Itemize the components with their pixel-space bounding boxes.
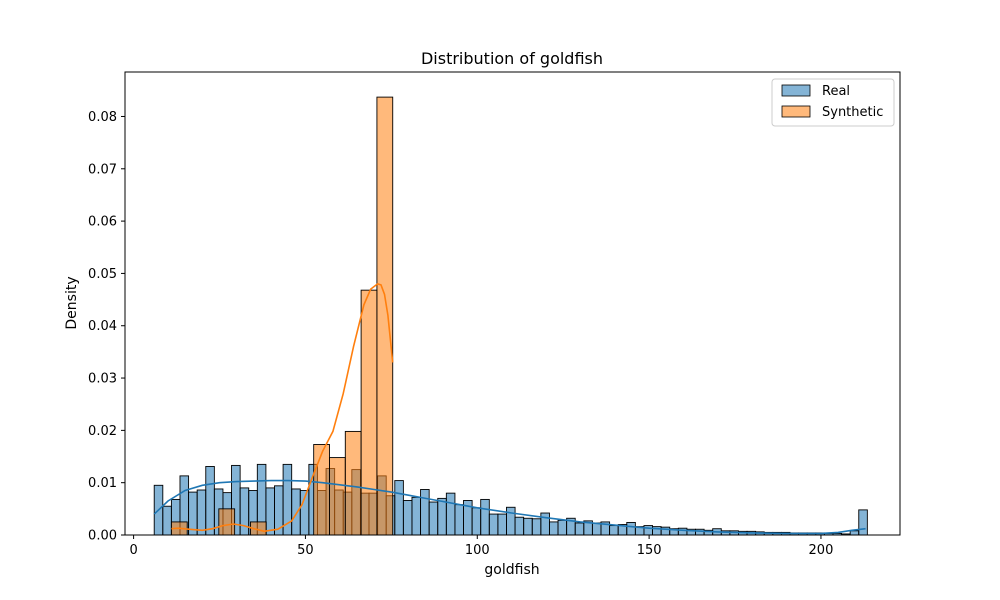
histogram-bar-real: [540, 512, 550, 536]
histogram-bar-real: [437, 497, 447, 536]
histogram-bar-real: [591, 522, 602, 536]
legend-swatch-real: [781, 84, 811, 97]
histogram-bar-real: [454, 504, 464, 536]
y-tick-label: 0.08: [88, 110, 117, 125]
histogram-bar-synthetic: [329, 457, 346, 536]
histogram-bar-real: [394, 480, 404, 536]
histogram-bar-real: [445, 492, 456, 536]
chart-title: Distribution of goldfish: [421, 49, 603, 68]
x-tick-label: 150: [637, 543, 662, 558]
x-axis-ticks: 0 50 100 150 200: [129, 535, 833, 558]
legend: Real Synthetic: [771, 78, 895, 127]
y-tick-label: 0.07: [88, 162, 117, 177]
histogram-bar-real: [471, 507, 482, 536]
histogram-bar-real: [695, 528, 705, 536]
histogram-bar-real: [858, 509, 868, 536]
histogram-bar-real: [506, 506, 516, 536]
series-synthetic: [170, 96, 394, 536]
histogram-bar-real: [557, 519, 568, 536]
histogram-bar-real: [428, 501, 439, 536]
x-tick-label: 50: [297, 543, 314, 558]
legend-label-real: Real: [822, 84, 850, 99]
histogram-bar-real: [162, 505, 172, 536]
histogram-bar-synthetic: [218, 508, 236, 536]
histogram-bar-real: [239, 487, 250, 536]
histogram-bar-real: [514, 516, 525, 536]
histogram-bar-real: [497, 513, 507, 536]
histogram-bar-real: [411, 496, 422, 536]
histogram-bar-real: [677, 527, 688, 536]
legend-swatch-synthetic: [781, 105, 811, 118]
x-tick-label: 200: [809, 543, 834, 558]
y-tick-label: 0.04: [88, 319, 117, 334]
histogram-bar-synthetic: [376, 96, 394, 536]
histogram-bar-real: [420, 489, 430, 536]
histogram-bar-real: [609, 525, 619, 536]
histogram-bar-real: [402, 500, 413, 536]
kde-line-real: [153, 479, 866, 535]
histogram-bar-real: [531, 518, 542, 536]
plot-frame: [124, 71, 901, 536]
histogram-bar-real: [523, 517, 533, 536]
histogram-bar-real: [291, 488, 301, 536]
legend-label-synthetic: Synthetic: [822, 105, 883, 120]
histogram-bar-synthetic: [360, 289, 378, 536]
histogram-bar-real: [480, 498, 490, 536]
histogram-bar-real: [626, 521, 636, 536]
histogram-bar-real: [574, 522, 585, 536]
histogram-bar-real: [643, 525, 653, 536]
plot-area: [153, 96, 868, 536]
y-tick-label: 0.01: [88, 476, 117, 491]
histogram-bar-real: [205, 466, 215, 536]
kde-line-synthetic: [171, 283, 394, 533]
y-tick-label: 0.00: [88, 529, 117, 544]
histogram-bar-real: [265, 487, 275, 536]
y-tick-label: 0.02: [88, 424, 117, 439]
y-tick-label: 0.05: [88, 267, 117, 282]
histogram-bar-synthetic: [344, 430, 362, 536]
x-axis-label: goldfish: [484, 562, 539, 578]
x-tick-label: 0: [129, 543, 137, 558]
x-tick-label: 100: [465, 543, 490, 558]
y-tick-label: 0.06: [88, 215, 117, 230]
y-tick-label: 0.03: [88, 372, 117, 387]
y-axis-label: Density: [64, 276, 80, 329]
histogram-bar-synthetic: [313, 444, 330, 536]
y-axis-ticks: 0.00 0.01 0.02 0.03 0.04 0.05 0.06 0.07 0.08: [88, 110, 125, 544]
histogram-bar-real: [196, 489, 207, 536]
histogram-bar-real: [849, 530, 860, 536]
histogram-bar-real: [488, 513, 499, 536]
histogram-bar-real: [548, 521, 559, 536]
